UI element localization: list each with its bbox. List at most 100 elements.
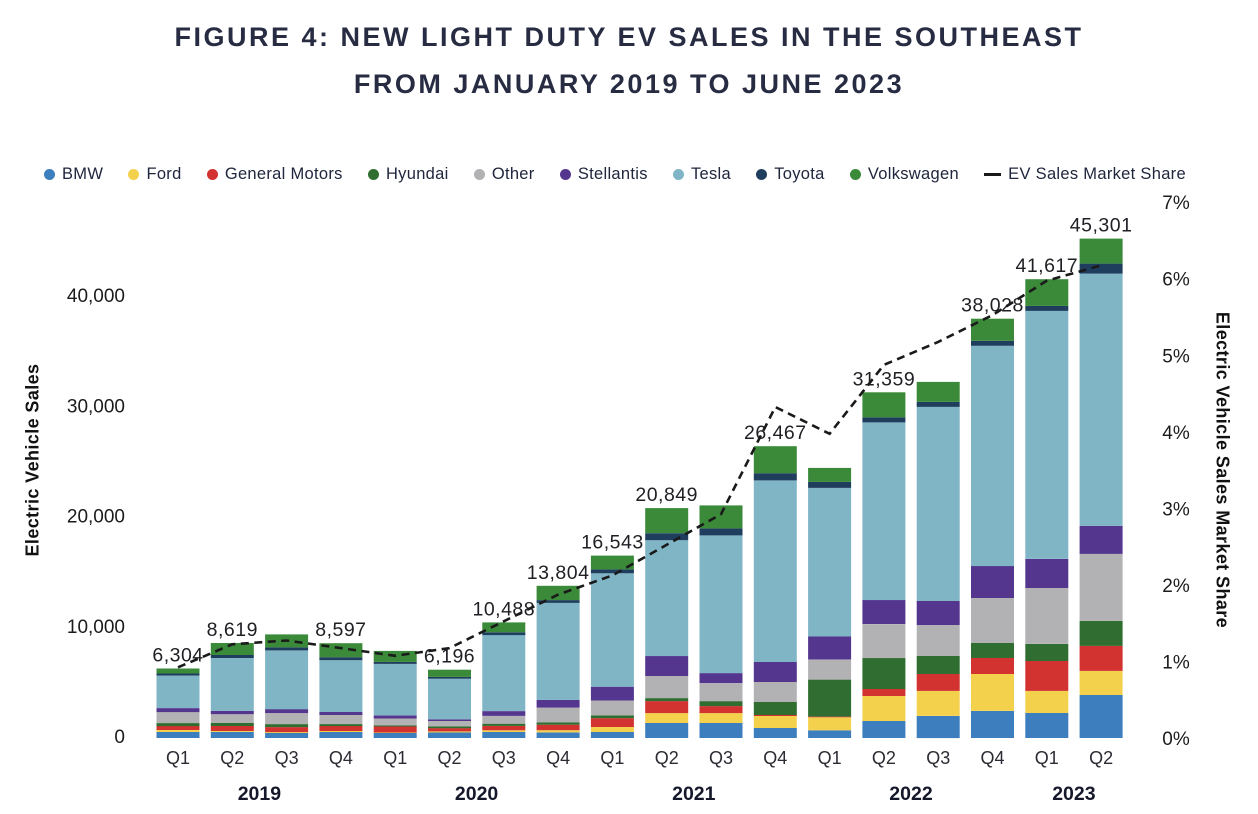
x-axis-quarter-label: Q3 [709,748,733,768]
segment-other-2019-q3 [265,713,309,725]
legend-item-ev-sales-market-share: EV Sales Market Share [984,165,1186,184]
legend-dot-icon-volkswagen [849,168,861,180]
legend-item-stellantis: Stellantis [559,165,648,184]
segment-hyundai-2020-q2 [428,726,471,729]
segment-toyota-2022-q3 [916,401,960,407]
segment-bmw-2022-q4 [971,711,1014,738]
segment-general-motors-2020-q2 [428,728,471,732]
segment-ford-2019-q1 [156,730,200,732]
segment-tesla-2021-q4 [753,480,797,662]
segment-hyundai-2021-q3 [699,701,743,707]
segment-general-motors-2023-q2 [1079,645,1123,671]
segment-bmw-2022-q2 [862,721,906,738]
segment-tesla-2019-q1 [156,675,200,709]
segment-ford-2019-q2 [210,730,254,732]
segment-bmw-2022-q3 [916,716,960,739]
segment-volkswagen-2019-q2 [210,643,254,655]
segment-ford-2023-q2 [1079,671,1123,695]
x-axis-quarter-label: Q1 [166,748,190,768]
market-share-line [177,264,1102,669]
right-axis-tick: 5% [1162,346,1190,367]
figure-title-line1: FIGURE 4: NEW LIGHT DUTY EV SALES IN THE… [174,22,1084,52]
segment-volkswagen-2022-q4 [971,318,1014,341]
segment-tesla-2020-q4 [536,602,580,700]
right-axis-tick: 1% [1162,653,1190,674]
segment-ford-2023-q1 [1025,690,1069,713]
segment-other-2019-q4 [319,715,363,724]
segment-volkswagen-2021-q1 [590,555,634,570]
legend-item-other: Other [473,165,535,184]
legend-label-toyota: Toyota [774,164,825,183]
x-axis-quarter-label: Q1 [818,748,842,768]
segment-other-2020-q2 [428,721,471,727]
segment-tesla-2019-q3 [265,650,309,710]
segment-tesla-2022-q3 [916,406,960,601]
segment-toyota-2021-q4 [753,473,797,481]
legend-item-bmw: BMW [44,165,103,184]
segment-hyundai-2019-q1 [156,723,200,727]
bar-total-label: 20,849 [635,484,698,506]
x-axis-year-label: 2023 [1052,783,1096,805]
segment-general-motors-2022-q1 [808,716,852,718]
x-axis-quarter-label: Q2 [1089,748,1113,768]
segment-hyundai-2019-q2 [210,723,254,726]
segment-other-2021-q2 [645,676,689,699]
segment-tesla-2023-q1 [1025,310,1069,559]
bar-total-label: 45,301 [1070,215,1133,237]
figure-title: FIGURE 4: NEW LIGHT DUTY EV SALES IN THE… [0,14,1258,108]
segment-toyota-2019-q3 [265,647,309,651]
legend-item-hyundai: Hyundai [367,165,449,184]
segment-toyota-2023-q1 [1025,305,1069,311]
chart-legend: BMW Ford General Motors Hyundai Other Stellan… [44,161,1186,187]
segment-ford-2022-q1 [808,717,852,731]
bar-total-label: 26,467 [744,422,807,444]
segment-ford-2020-q3 [482,730,526,732]
segment-general-motors-2023-q1 [1025,660,1069,691]
segment-other-2022-q2 [862,624,906,659]
segment-general-motors-2019-q1 [156,726,200,730]
segment-ford-2022-q3 [916,690,960,716]
segment-ford-2019-q3 [265,732,309,733]
bar-total-label: 38,028 [961,295,1024,317]
segment-tesla-2022-q2 [862,422,906,601]
segment-hyundai-2019-q4 [319,724,363,727]
segment-stellantis-2020-q2 [428,719,471,721]
segment-toyota-2022-q1 [808,481,852,488]
x-axis-quarter-label: Q4 [763,748,787,768]
segment-general-motors-2022-q4 [971,658,1014,674]
segment-stellantis-2022-q2 [862,600,906,624]
segment-toyota-2022-q2 [862,417,906,423]
segment-bmw-2019-q3 [265,733,309,738]
legend-dot-icon-general-motors [206,168,218,180]
bar-total-label: 6,304 [152,645,203,667]
segment-hyundai-2023-q2 [1079,620,1123,646]
segment-bmw-2020-q1 [373,733,417,738]
legend-label-ford: Ford [146,164,182,183]
segment-hyundai-2021-q4 [753,702,797,715]
legend-item-ford: Ford [128,165,181,184]
segment-general-motors-2020-q3 [482,725,526,731]
x-axis-quarter-label: Q4 [546,748,570,768]
segment-stellantis-2022-q4 [971,566,1014,598]
right-axis-tick: 3% [1162,499,1190,520]
segment-bmw-2020-q3 [482,731,526,738]
segment-ford-2021-q3 [699,713,743,723]
segment-volkswagen-2022-q3 [916,381,960,402]
segment-toyota-2022-q4 [971,340,1014,346]
left-axis-tick: 20,000 [67,507,125,528]
figure-title-line2: FROM JANUARY 2019 TO JUNE 2023 [353,69,905,99]
segment-hyundai-2020-q4 [536,722,580,725]
bar-total-label: 10,488 [472,598,535,620]
segment-bmw-2023-q1 [1025,713,1069,738]
segment-other-2019-q2 [210,714,254,723]
segment-volkswagen-2021-q2 [645,508,689,534]
legend-dot-icon-hyundai [367,168,379,180]
segment-bmw-2021-q3 [699,723,743,738]
segment-toyota-2019-q2 [210,655,254,658]
legend-dot-icon-toyota [756,168,768,180]
segment-general-motors-2021-q4 [753,715,797,716]
segment-stellantis-2021-q1 [590,686,634,701]
segment-tesla-2022-q1 [808,487,852,637]
segment-stellantis-2023-q2 [1079,525,1123,554]
right-axis-tick: 0% [1162,729,1190,750]
